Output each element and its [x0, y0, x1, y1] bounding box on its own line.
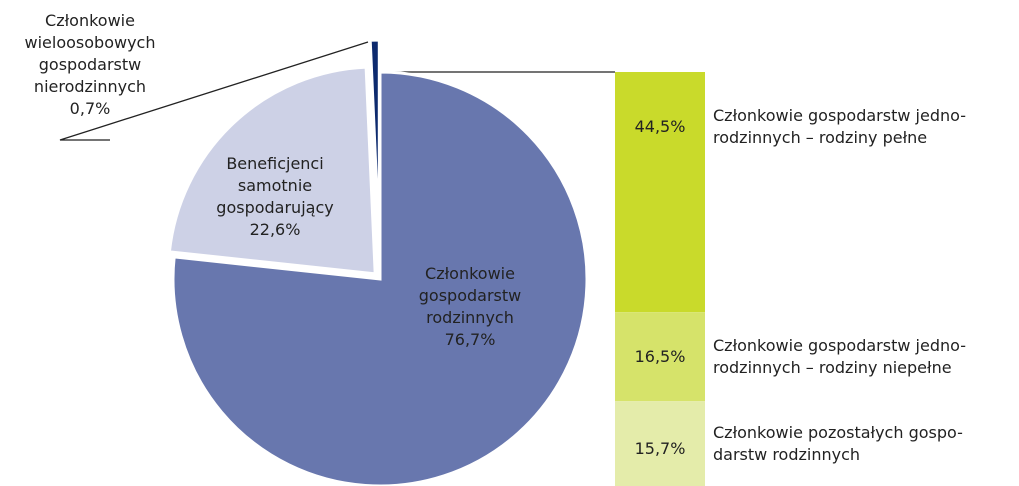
segment-value: 44,5%: [634, 117, 686, 136]
segment-name: Członkowie gospodarstw jedno- rodzinnych…: [713, 335, 966, 377]
callout-line: [59, 41, 369, 141]
bar-segment: [615, 401, 705, 486]
segment-value: 15,7%: [634, 438, 686, 458]
slice-name: Członkowie wieloosobowych gospodarstw ni…: [24, 11, 156, 96]
bar-segment: [615, 72, 705, 313]
slice-label: Członkowie wieloosobowych gospodarstw ni…: [25, 10, 156, 120]
slice-value: 22,6%: [249, 220, 301, 239]
slice-label: Członkowie gospodarstw rodzinnych 76,7%: [419, 263, 521, 351]
bar-segment: [615, 312, 705, 402]
pie-slice: [167, 65, 377, 276]
slice-name: Beneficjenci samotnie gospodarujący: [216, 154, 334, 217]
slice-value: 0,7%: [69, 99, 111, 118]
pie-slice: [368, 38, 381, 248]
segment-name: Członkowie pozostałych gospo- darstw rod…: [713, 422, 963, 464]
pie-slice: [171, 70, 589, 486]
segment-name: Członkowie gospodarstw jedno- rodzinnych…: [713, 106, 966, 147]
slice-label: Beneficjenci samotnie gospodarujący 22,6%: [216, 153, 333, 241]
slice-value: 76,7%: [444, 330, 496, 349]
segment-value: 16,5%: [634, 346, 686, 366]
slice-name: Członkowie gospodarstw rodzinnych: [418, 264, 522, 327]
